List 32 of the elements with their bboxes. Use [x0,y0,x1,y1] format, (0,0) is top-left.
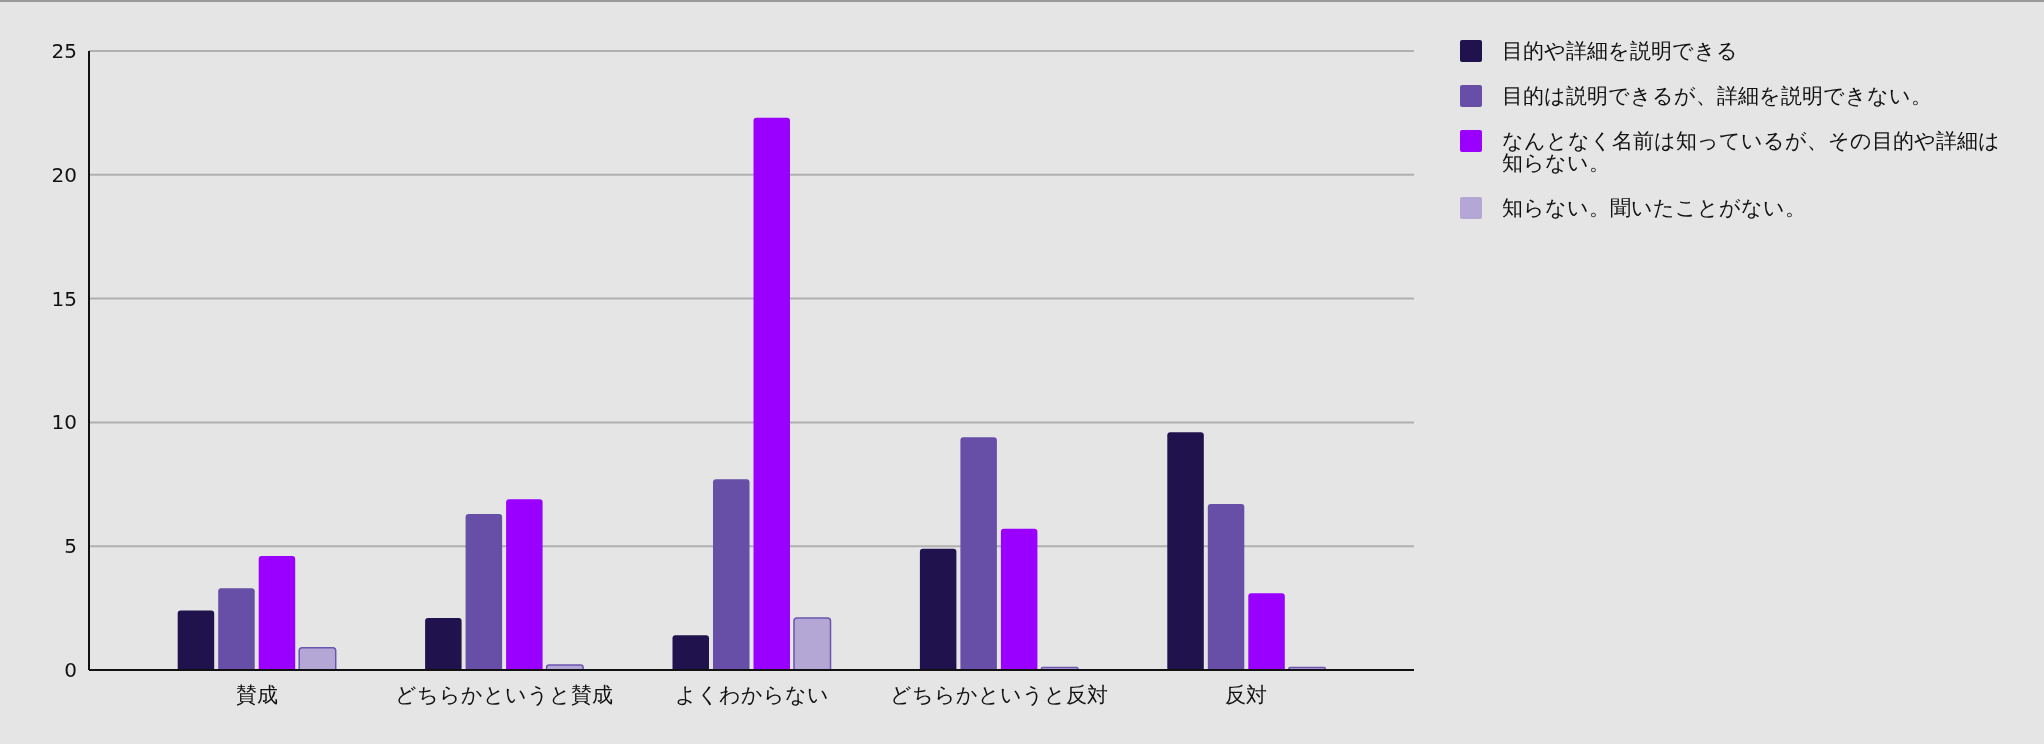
x-tick-label: 賛成 [235,683,278,707]
legend-label: 知らない。聞いたことがない。 [1502,196,1806,220]
bar [713,479,750,670]
bar [506,499,543,670]
bar [753,117,790,670]
y-tick-label: 15 [51,286,77,311]
x-tick-label: どちらかというと賛成 [395,683,614,707]
bar [919,548,957,670]
bar [258,556,296,670]
bar [672,635,709,670]
y-tick-label: 0 [64,658,77,682]
bar [465,514,503,670]
bar [1000,528,1038,670]
bar [960,437,997,670]
bar [425,618,462,670]
legend-label: 目的や詳細を説明できる [1502,39,1738,63]
bar [1207,504,1245,670]
bar [793,617,832,671]
y-tick-label: 20 [51,162,77,187]
y-tick-label: 25 [51,39,77,63]
legend-label: なんとなく名前は知っているが、その目的や詳細は知らない。 [1502,129,2001,175]
y-tick-label: 5 [64,534,77,559]
bar [298,646,337,671]
bar [1248,593,1285,670]
legend-label: 目的は説明できるが、詳細を説明できない。 [1502,84,1932,108]
x-tick-label: 反対 [1225,683,1268,707]
bar [177,610,215,670]
x-tick-label: よくわからない [674,683,829,707]
x-tick-label: どちらかというと反対 [889,683,1108,707]
bar [1167,432,1204,670]
y-tick-label: 10 [51,410,77,435]
bar [218,588,255,670]
